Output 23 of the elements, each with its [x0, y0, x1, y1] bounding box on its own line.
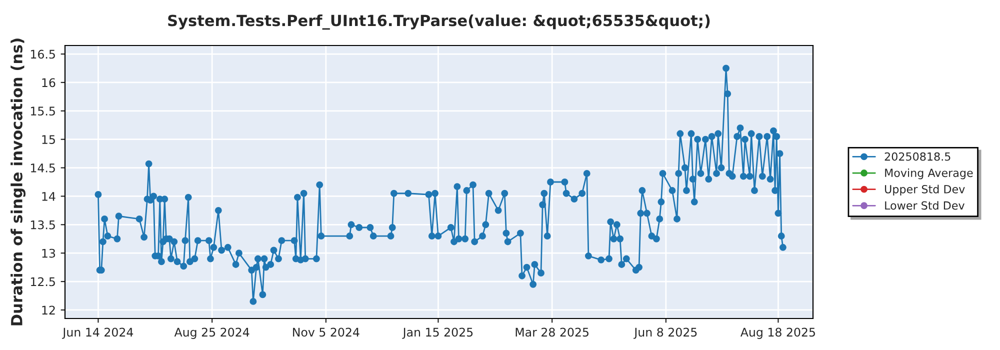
x-tick-label: Jun 14 2024 [62, 328, 134, 339]
x-tick-label: Jan 15 2025 [402, 328, 473, 339]
y-tick-label: 14 [42, 192, 56, 201]
legend-label: 20250818.5 [884, 152, 950, 161]
y-tick-label: 16.5 [30, 50, 55, 59]
x-tick-label: Mar 28 2025 [516, 328, 588, 337]
y-tick-label: 15 [42, 135, 55, 144]
x-tick-label: Aug 18 2025 [740, 328, 815, 339]
x-tick-label: Aug 25 2024 [174, 328, 250, 339]
x-tick-label: Jun 8 2025 [634, 328, 697, 339]
legend-label: Moving Average [885, 168, 973, 180]
y-tick-label: 16 [42, 78, 56, 88]
legend-label: Lower Std Dev [885, 201, 964, 210]
legend-label: Upper Std Dev [884, 184, 965, 196]
y-tick-label: 12.5 [30, 277, 55, 286]
x-tick-label: Nov 5 2024 [293, 328, 360, 337]
chart-title: System.Tests.Perf_UInt16.TryParse(value: &quot;65535&quot;) [168, 14, 710, 30]
y-tick-label: 13 [42, 248, 56, 258]
y-tick-label: 12 [42, 306, 55, 314]
y-tick-label: 15.5 [30, 106, 55, 116]
y-tick-label: 13.5 [30, 220, 55, 230]
y-axis-title: Duration of single invocation (ns) [10, 38, 26, 326]
y-tick-label: 14.5 [30, 164, 55, 172]
